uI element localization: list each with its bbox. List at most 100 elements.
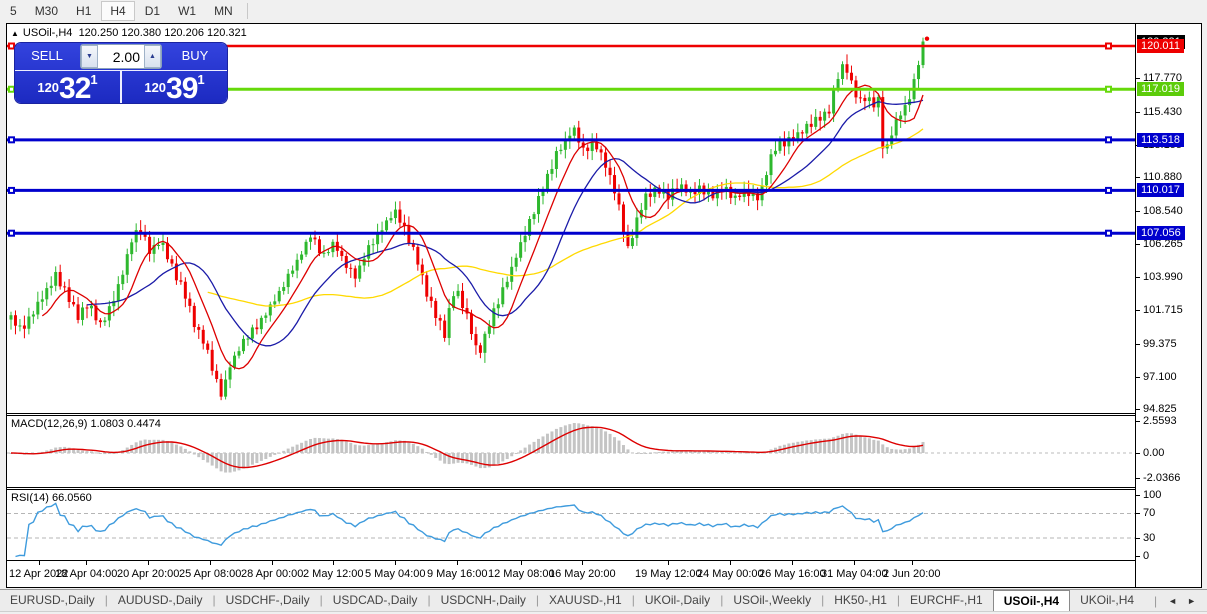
chart-window: ▲ USOil-,H4 120.250 120.380 120.206 120.3… <box>6 23 1202 588</box>
pane-separator[interactable] <box>7 413 1201 416</box>
chart-tab-usdcad-daily[interactable]: USDCAD-,Daily <box>332 593 418 607</box>
rsi-scale-tick: 100 <box>1136 489 1161 502</box>
price-tick: 97.100 <box>1136 371 1177 384</box>
tab-separator: | <box>212 593 216 607</box>
price-level-badge: 113.518 <box>1137 132 1184 147</box>
price-separator <box>120 71 122 103</box>
time-axis: 12 Apr 2022 18 Apr 04:00 20 Apr 20:00 25 Ap… <box>7 560 1135 587</box>
buy-button[interactable]: BUY <box>181 48 209 63</box>
ohlc-quote-line: 120.250 120.380 120.206 120.321 <box>78 27 247 39</box>
time-tick-label: 5 May 04:00 <box>365 561 426 580</box>
rsi-scale-tick: 30 <box>1136 532 1155 545</box>
timeframe-button-h4[interactable]: H4 <box>101 1 135 21</box>
pane-separator[interactable] <box>7 487 1201 490</box>
timeframe-toolbar: 5 M30 H1 H4 D1 W1 MN <box>0 0 1207 22</box>
toolbar-separator <box>246 3 248 19</box>
timeframe-button-d1[interactable]: D1 <box>144 4 161 18</box>
timeframe-button-mn[interactable]: MN <box>214 4 233 18</box>
buy-price-pips: 39 <box>166 72 198 103</box>
rsi-scale-tick: 70 <box>1136 507 1155 520</box>
chart-tab-usdchf-daily[interactable]: USDCHF-,Daily <box>225 593 310 607</box>
price-chart-pane[interactable]: ▲ USOil-,H4 120.250 120.380 120.206 120.3… <box>7 24 1135 413</box>
time-tick-label: 9 May 16:00 <box>427 561 488 580</box>
price-tick: 99.375 <box>1136 338 1177 351</box>
macd-indicator-pane[interactable]: MACD(12,26,9) 1.0803 0.4474 <box>7 416 1135 487</box>
time-tick-label: 12 May 08:00 <box>488 561 555 580</box>
time-tick-label: 31 May 04:00 <box>821 561 888 580</box>
time-tick-label: 16 May 20:00 <box>549 561 616 580</box>
macd-scale-tick: -2.0366 <box>1136 472 1180 485</box>
time-tick-label: 24 May 00:00 <box>697 561 764 580</box>
chart-tab-eurchf-h1[interactable]: EURCHF-,H1 <box>910 593 983 607</box>
tab-scroll-right-icon[interactable]: ► <box>1187 595 1196 606</box>
price-level-badge: 110.017 <box>1137 183 1184 198</box>
sell-button[interactable]: SELL <box>31 48 63 63</box>
time-tick-label: 25 Apr 08:00 <box>179 561 242 580</box>
chart-title: ▲ USOil-,H4 120.250 120.380 120.206 120.3… <box>11 27 247 39</box>
timeframe-button-h1[interactable]: H1 <box>76 4 92 18</box>
volume-spinner: ▼ ▲ <box>80 44 162 69</box>
tab-separator: | <box>1154 593 1158 608</box>
time-tick-label: 26 May 16:00 <box>759 561 826 580</box>
price-axis: 117.770115.430113.155110.880108.540106.2… <box>1135 24 1201 587</box>
buy-price-pipette: 1 <box>197 72 205 87</box>
tab-separator: | <box>535 593 540 607</box>
time-tick-label: 19 May 12:00 <box>635 561 702 580</box>
price-tick: 110.880 <box>1136 171 1182 184</box>
chart-tab-usoil-h4[interactable]: USOil-,H4 <box>992 590 1071 611</box>
price-tick: 117.770 <box>1136 72 1182 85</box>
tab-separator: | <box>821 593 825 607</box>
buy-price-integer: 120 <box>144 80 167 95</box>
sell-price-pipette: 1 <box>90 72 98 87</box>
rsi-canvas <box>7 502 1135 558</box>
chart-tab-xauusd-h1[interactable]: XAUUSD-,H1 <box>549 593 622 607</box>
price-tick: 115.430 <box>1136 106 1182 119</box>
one-click-trade-panel: SELL ▼ ▲ BUY 120321 120391 <box>15 43 227 103</box>
symbol-period-label: USOil-,H4 <box>22 27 73 39</box>
chart-tab-bar: EURUSD-,Daily | AUDUSD-,Daily | USDCHF-,Dail… <box>0 589 1207 612</box>
price-level-badge: 120.011 <box>1137 39 1184 53</box>
timeframe-button-m30[interactable]: M30 <box>34 4 59 18</box>
timeframe-button-5[interactable]: 5 <box>10 4 17 18</box>
buy-price-display[interactable]: 120391 <box>122 71 227 103</box>
volume-input[interactable] <box>98 45 144 68</box>
volume-decrease-button[interactable]: ▼ <box>81 45 98 68</box>
rsi-scale-tick: 0 <box>1136 550 1149 563</box>
price-tick: 108.540 <box>1136 205 1183 218</box>
chart-tab-usoil-weekly[interactable]: USOil-,Weekly <box>733 593 812 607</box>
chart-tab-eurusd-daily[interactable]: EURUSD-,Daily <box>10 593 95 607</box>
timeframe-button-w1[interactable]: W1 <box>178 4 197 18</box>
chart-tab-usdcnh-daily[interactable]: USDCNH-,Daily <box>440 593 526 607</box>
rsi-label: RSI(14) 66.0560 <box>11 492 92 504</box>
macd-scale-tick: 0.00 <box>1136 447 1164 460</box>
tab-separator: | <box>104 593 108 607</box>
price-tick: 94.825 <box>1136 403 1177 416</box>
time-tick-label: 12 Apr 2022 <box>9 561 69 580</box>
sell-price-pips: 32 <box>59 72 91 103</box>
tab-separator: | <box>427 593 431 607</box>
tab-separator: | <box>896 593 901 607</box>
sell-price-integer: 120 <box>37 80 60 95</box>
time-tick-label: 18 Apr 04:00 <box>55 561 118 580</box>
price-tick: 106.265 <box>1136 238 1183 251</box>
time-tick-label: 2 Jun 20:00 <box>883 561 941 580</box>
time-tick-label: 20 Apr 20:00 <box>117 561 180 580</box>
tab-separator: | <box>631 593 635 607</box>
time-tick-label: 2 May 12:00 <box>303 561 364 580</box>
collapse-triangle-icon[interactable]: ▲ <box>11 29 19 38</box>
chart-tab-audusd-daily[interactable]: AUDUSD-,Daily <box>117 593 203 607</box>
tab-separator: | <box>319 593 323 607</box>
price-tick: 103.990 <box>1136 271 1183 284</box>
volume-increase-button[interactable]: ▲ <box>144 45 161 68</box>
price-tick: 101.715 <box>1136 304 1183 317</box>
chart-tab-hk50-h1[interactable]: HK50-,H1 <box>834 593 887 607</box>
macd-canvas <box>7 423 1135 473</box>
tab-scroll-left-icon[interactable]: ◄ <box>1168 595 1178 606</box>
chart-tab-ukoil-h4[interactable]: UKOil-,H4 <box>1080 593 1135 607</box>
chart-tab-ukoil-daily[interactable]: UKOil-,Daily <box>644 593 711 607</box>
rsi-indicator-pane[interactable]: RSI(14) 66.0560 <box>7 490 1135 560</box>
macd-scale-tick: 2.5593 <box>1136 415 1177 428</box>
macd-label: MACD(12,26,9) 1.0803 0.4474 <box>11 418 161 430</box>
price-level-badge: 107.056 <box>1137 226 1185 241</box>
sell-price-display[interactable]: 120321 <box>15 71 120 103</box>
